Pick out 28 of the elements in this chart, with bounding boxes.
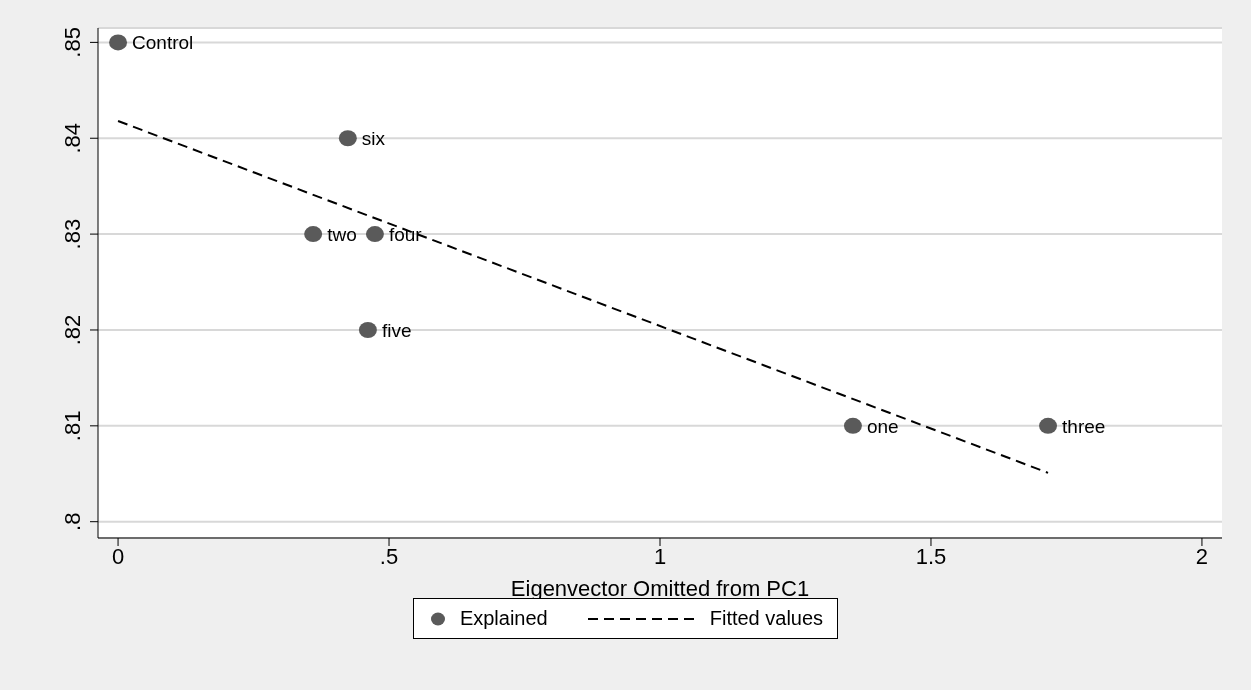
x-tick-label: .5: [379, 543, 399, 569]
legend-label: Explained: [459, 607, 548, 630]
x-tick-label: 1.5: [915, 543, 947, 569]
annotation: one: [866, 415, 899, 437]
point: [365, 226, 384, 243]
point: [109, 34, 128, 51]
x-tick-label: 2: [1195, 543, 1209, 569]
x-tick-label: 1: [653, 543, 667, 569]
point: [338, 130, 357, 147]
y-tick-label: .82: [60, 314, 85, 346]
annotation: two: [327, 224, 357, 246]
point: [304, 226, 323, 243]
y-tick-label: .83: [60, 218, 85, 250]
annotation: Control: [132, 32, 194, 54]
text: Fitted values: [709, 607, 824, 630]
y-tick-label: .8: [60, 512, 85, 531]
annotation: five: [381, 319, 412, 341]
y-tick-label: .81: [60, 410, 85, 442]
y-tick-label: .85: [60, 27, 85, 58]
x-axis-title: Eigenvector Omitted from PC1: [510, 576, 810, 601]
x-tick-label: 0: [111, 543, 125, 569]
annotation: six: [361, 128, 386, 150]
annotation: three: [1062, 415, 1106, 437]
y-tick-label: .84: [60, 122, 85, 154]
point: [358, 321, 377, 338]
point: [843, 417, 862, 434]
annotation: four: [388, 224, 423, 246]
point: [1039, 417, 1058, 434]
